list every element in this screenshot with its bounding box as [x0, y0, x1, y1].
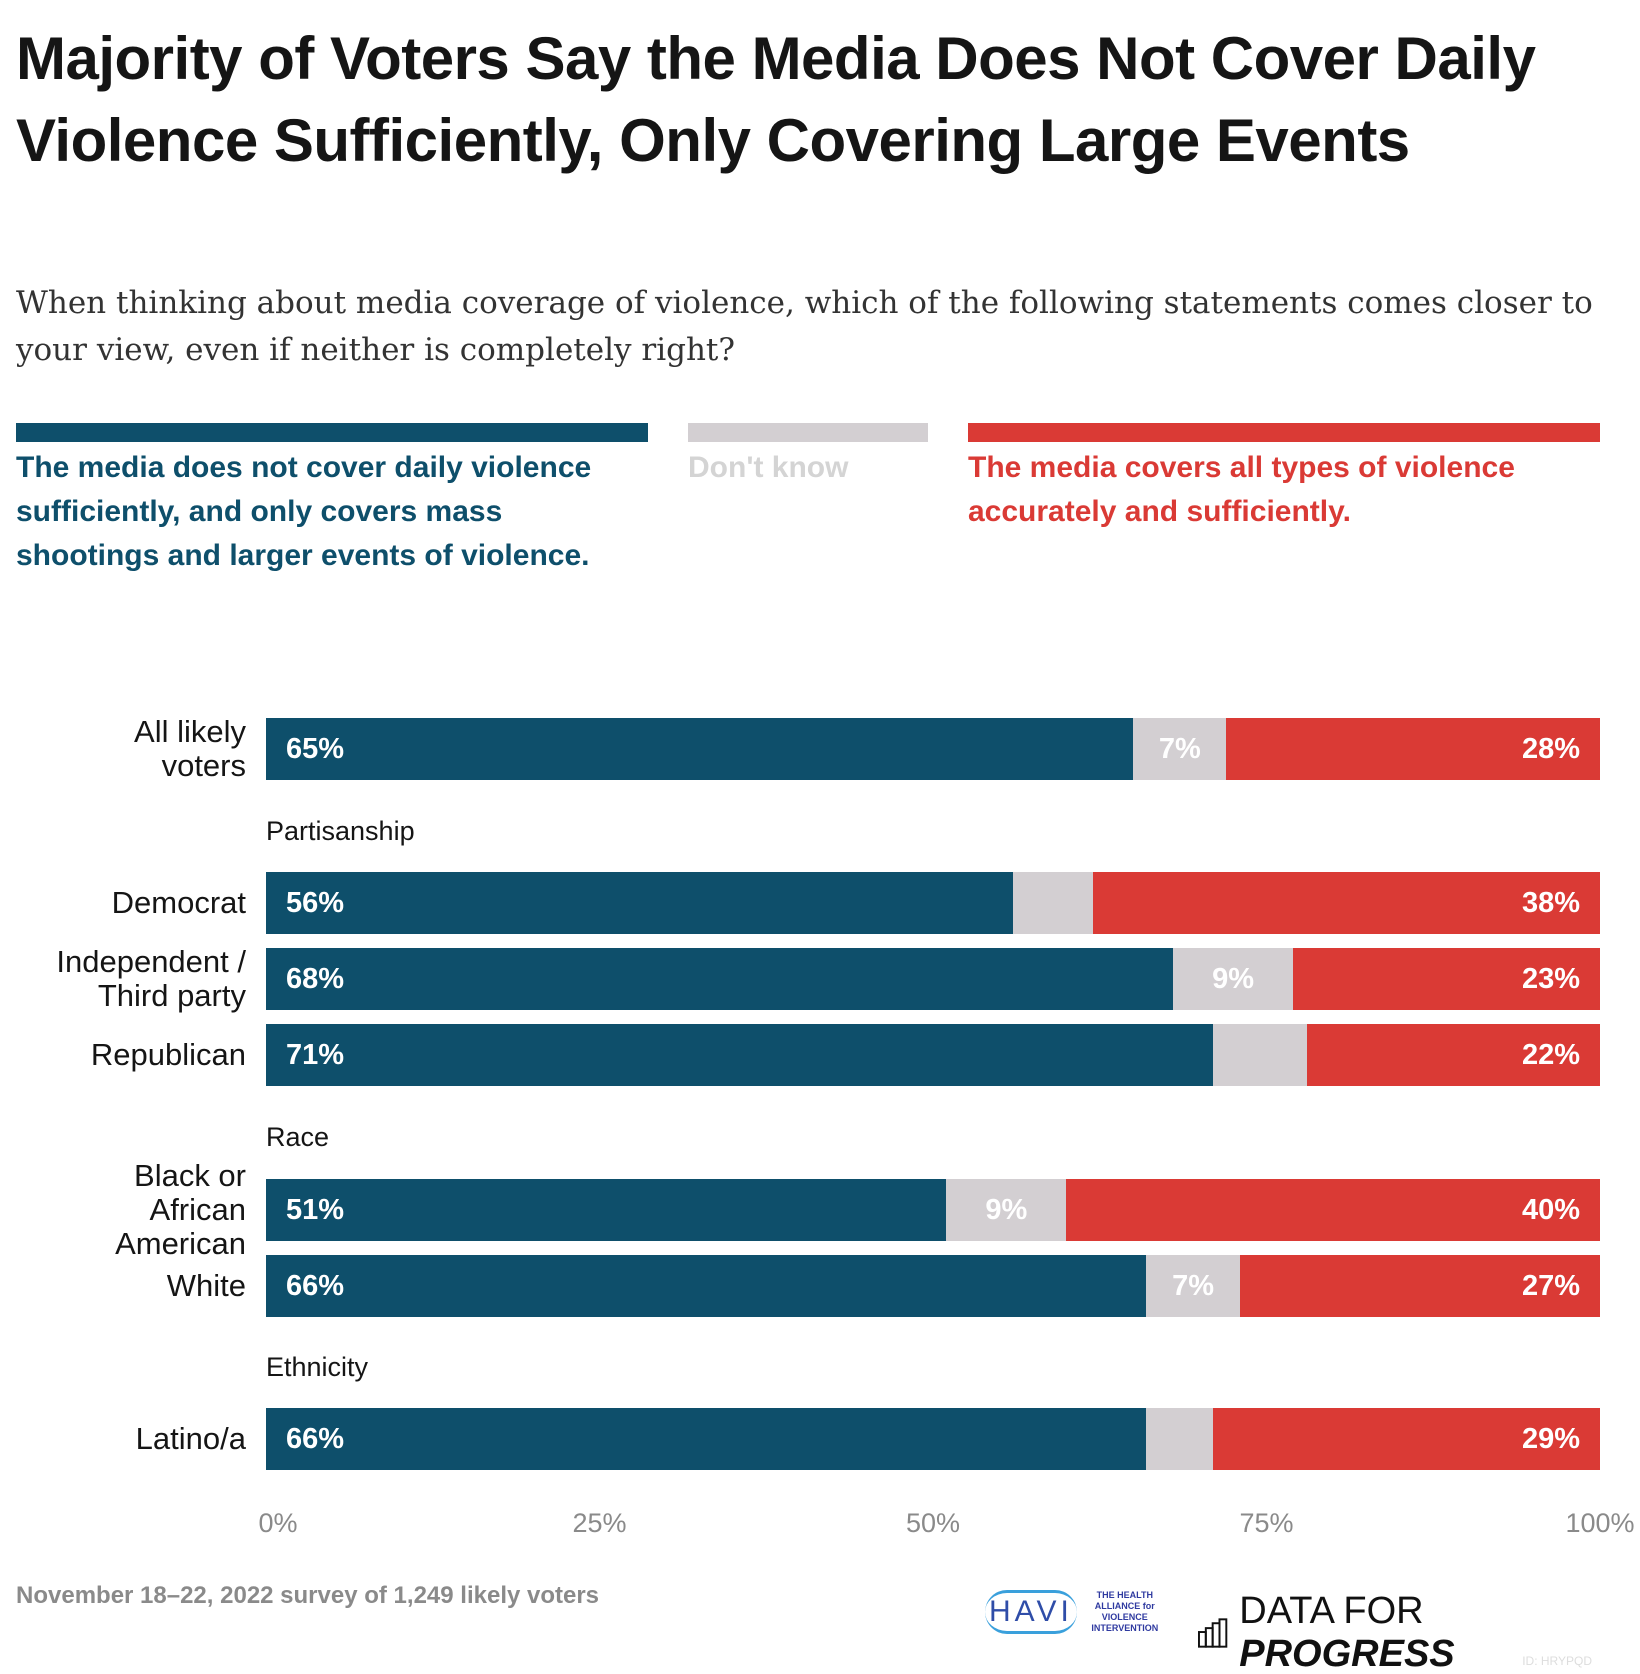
bar-value-label: 27%: [1521, 1270, 1580, 1302]
havi-logo-mark: HAVI: [985, 1590, 1077, 1634]
chart-subtitle: When thinking about media coverage of vi…: [16, 285, 1593, 368]
category-label: Latino/a: [135, 1421, 246, 1456]
bar-value-label: 7%: [1172, 1270, 1215, 1302]
bar-segment: [1013, 872, 1094, 934]
x-tick-label: 25%: [572, 1508, 627, 1538]
category-label: Republican: [90, 1037, 246, 1072]
category-label: Black or African American: [115, 1158, 246, 1261]
bar-value-label: 51%: [286, 1194, 345, 1226]
bar-value-label: 56%: [286, 887, 345, 919]
bar-value-label: 71%: [286, 1039, 345, 1071]
legend-swatch-dont-know: [688, 423, 928, 442]
bar-value-label: 9%: [1212, 963, 1255, 995]
bar-segment: [1133, 718, 1227, 780]
bar-segment: [266, 948, 1174, 1010]
category-label: All likely voters: [134, 714, 246, 783]
brand-bold: PROGRESS: [1239, 1633, 1455, 1674]
bar-segment: [1146, 1408, 1214, 1470]
bar-segment: [1146, 1255, 1240, 1317]
bar-value-label: 66%: [286, 1423, 345, 1455]
category-label: Independent / Third party: [56, 944, 246, 1013]
bar-segment: [1066, 1179, 1600, 1241]
bar-segment: [1173, 948, 1294, 1010]
bar-segment: [266, 1179, 947, 1241]
bar-value-label: 38%: [1521, 887, 1580, 919]
chart-id: ID: HRYPQD: [1522, 1654, 1592, 1668]
group-label: Ethnicity: [266, 1352, 369, 1382]
bar-segment: [266, 872, 1014, 934]
category-label: Democrat: [111, 885, 246, 920]
x-tick-label: 50%: [905, 1508, 961, 1538]
bar-segment: [1093, 872, 1600, 934]
havi-logo-text: THE HEALTH ALLIANCE for VIOLENCE INTERVE…: [1091, 1590, 1159, 1633]
group-label: Race: [266, 1122, 330, 1152]
bar-segment: [266, 1024, 1214, 1086]
survey-note: November 18–22, 2022 survey of 1,249 lik…: [16, 1582, 600, 1609]
bar-segment: [1226, 718, 1600, 780]
legend-swatch-sufficient: [968, 423, 1600, 442]
legend-label-sufficient: The media covers all types of violence a…: [968, 451, 1515, 528]
bar-value-label: 23%: [1521, 963, 1580, 995]
bar-segment: [1306, 1024, 1600, 1086]
bar-segment: [1239, 1255, 1600, 1317]
bar-value-label: 68%: [286, 963, 345, 995]
bar-segment: [1213, 1408, 1600, 1470]
legend-label-dont-know: Don't know: [688, 451, 849, 484]
bar-segment: [946, 1179, 1067, 1241]
chart-title: Majority of Voters Say the Media Does No…: [16, 25, 1536, 174]
legend-label-not-sufficient: The media does not cover daily violence …: [16, 451, 592, 572]
bar-segment: [266, 1255, 1147, 1317]
bar-value-label: 28%: [1521, 733, 1580, 765]
bar-value-label: 66%: [286, 1270, 345, 1302]
category-label: White: [166, 1268, 246, 1303]
bar-segment: [1293, 948, 1600, 1010]
bar-segment: [266, 1408, 1147, 1470]
bar-segment: [1213, 1024, 1307, 1086]
bar-value-label: 7%: [1158, 733, 1201, 765]
bar-chart-icon: [1198, 1618, 1228, 1648]
bar-segment: [266, 718, 1134, 780]
havi-logo: HAVI THE HEALTH ALLIANCE for VIOLENCE IN…: [985, 1590, 1165, 1634]
bar-value-label: 65%: [286, 733, 345, 765]
x-tick-label: 75%: [1239, 1508, 1294, 1538]
x-tick-label: 0%: [258, 1508, 298, 1538]
bar-value-label: 9%: [985, 1194, 1028, 1226]
bar-value-label: 29%: [1521, 1423, 1580, 1455]
group-label: Partisanship: [266, 816, 415, 846]
bar-value-label: 22%: [1521, 1039, 1580, 1071]
brand-name: DATA FOR PROGRESS: [1239, 1590, 1640, 1674]
brand-light: DATA FOR: [1239, 1590, 1424, 1632]
legend-swatch-not-sufficient: [16, 423, 648, 442]
bar-value-label: 40%: [1521, 1194, 1580, 1226]
data-for-progress-logo: DATA FOR PROGRESS: [1198, 1590, 1640, 1674]
x-tick-label: 100%: [1565, 1508, 1635, 1538]
